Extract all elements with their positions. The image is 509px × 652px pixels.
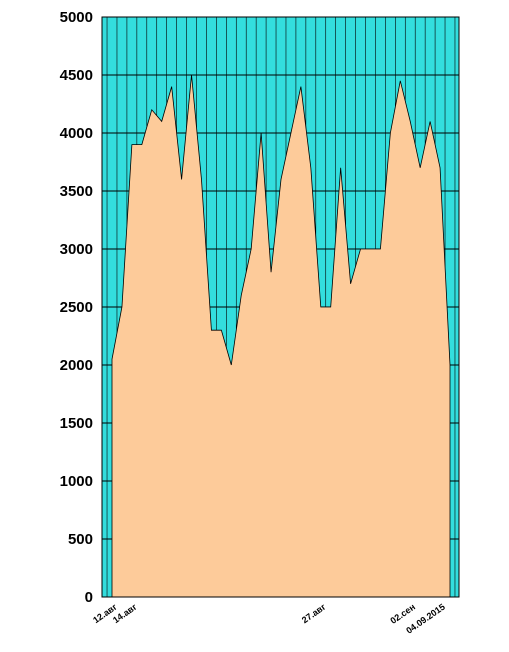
y-tick-label: 3000 <box>60 241 93 258</box>
y-tick-label: 0 <box>85 589 93 606</box>
area-series <box>111 74 451 598</box>
y-tick-label: 2000 <box>60 357 93 374</box>
axes <box>101 16 460 598</box>
y-axis-tick-labels: 0 500 1000 1500 2000 2500 3000 3500 4000 4500 5000 <box>60 9 93 606</box>
y-tick-label: 4000 <box>60 125 93 142</box>
plot-border <box>101 16 460 598</box>
y-tick-label: 5000 <box>60 9 93 26</box>
y-tick-label: 1000 <box>60 473 93 490</box>
x-tick-label: 27.авг <box>300 602 328 626</box>
y-tick-label: 4500 <box>60 67 93 84</box>
y-tick-label: 500 <box>68 531 93 548</box>
area-layer <box>111 74 451 598</box>
y-tick-label: 1500 <box>60 415 93 432</box>
y-tick-label: 3500 <box>60 183 93 200</box>
y-tick-label: 2500 <box>60 299 93 316</box>
